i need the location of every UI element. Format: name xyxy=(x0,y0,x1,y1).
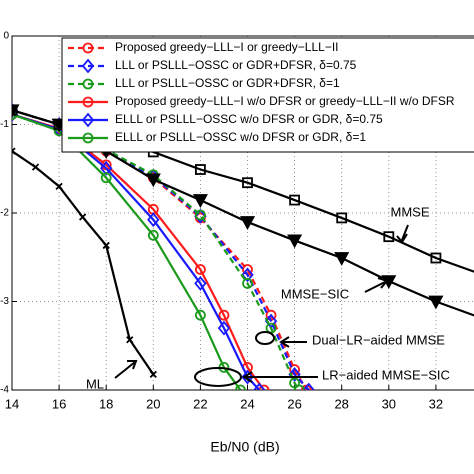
x-tick-label: 30 xyxy=(382,396,396,411)
marker xyxy=(241,369,254,385)
marker xyxy=(242,177,253,189)
marker xyxy=(334,252,350,266)
marker xyxy=(288,367,301,382)
x-tick-label: 16 xyxy=(52,396,66,411)
marker xyxy=(194,209,206,221)
marker xyxy=(194,208,207,224)
axes-frame xyxy=(11,35,474,391)
x-tick-label: 22 xyxy=(193,396,207,411)
x-tick-label: 24 xyxy=(240,396,254,411)
marker xyxy=(235,384,246,390)
marker xyxy=(12,147,16,155)
legend-label: LLL or PSLLL−OSSC or GDR+DFSR, δ=0.75 xyxy=(115,58,357,72)
series-line xyxy=(12,109,308,390)
marker xyxy=(217,320,231,336)
plot-area: 0 -1 -2 -3 -414 16 18 20 22 24 26 28 30 32 Proposed gr… xyxy=(0,31,474,411)
legend-label: LLL or PSLLL−OSSC or GDR+DFSR, δ=1 xyxy=(115,76,340,90)
y-tick-label: -3 xyxy=(0,296,9,307)
marker xyxy=(12,104,18,116)
legend-marker xyxy=(82,42,94,54)
x-tick-label: 32 xyxy=(429,396,443,411)
marker xyxy=(239,216,256,230)
marker xyxy=(289,194,301,206)
marker xyxy=(336,212,348,224)
marker xyxy=(258,384,270,390)
annotation-arrows xyxy=(114,224,409,387)
marker xyxy=(31,163,40,171)
annotation: LR−aided MMSE−SIC xyxy=(322,367,450,382)
marker xyxy=(126,336,134,344)
series-line xyxy=(12,113,242,390)
marker xyxy=(430,252,442,264)
legend: Proposed greedy−LLL−I or greedy−LLL−II LL… xyxy=(61,37,474,153)
y-tick-label: 0 xyxy=(3,31,9,42)
marker xyxy=(79,213,87,221)
marker xyxy=(145,173,161,188)
marker xyxy=(293,384,305,390)
x-tick-label: 26 xyxy=(287,396,301,411)
marker xyxy=(194,164,206,175)
marker xyxy=(253,382,266,390)
legend-marker xyxy=(82,132,94,144)
legend-marker xyxy=(82,78,94,90)
legend-label: Proposed greedy−LLL−I or greedy−LLL−II xyxy=(115,40,339,54)
legend-label: ELLL or PSLLL−OSSC w/o DFSR or GDR, δ=1 xyxy=(115,130,366,144)
legend-marker xyxy=(81,58,95,74)
annotation: MMSE xyxy=(391,204,430,219)
legend-marker xyxy=(81,112,95,128)
legend-marker xyxy=(82,96,94,108)
marker xyxy=(100,160,113,176)
marker xyxy=(241,267,254,283)
series-line xyxy=(12,109,301,390)
annotation: ML xyxy=(86,376,104,391)
marker xyxy=(147,229,159,241)
x-tick-label: 14 xyxy=(5,396,19,411)
marker xyxy=(192,194,208,208)
annotation: Dual−LR−aided MMSE xyxy=(312,332,445,347)
marker xyxy=(194,276,207,291)
x-tick-label: 20 xyxy=(146,396,160,411)
marker xyxy=(194,309,206,321)
marker xyxy=(194,264,206,275)
x-tick-label: 28 xyxy=(334,396,348,411)
legend-label: ELLL or PSLLL−OSSC w/o DFSR or GDR, δ=0.… xyxy=(115,112,383,126)
legend-label: Proposed greedy−LLL−I w/o DFSR or greedy… xyxy=(115,94,455,108)
x-tick-label: 18 xyxy=(99,396,113,411)
marker xyxy=(102,241,110,250)
series-line xyxy=(12,109,310,390)
marker xyxy=(12,104,20,119)
legend-box xyxy=(61,37,474,153)
y-tick-label: -2 xyxy=(0,208,9,219)
marker xyxy=(100,172,112,184)
marker xyxy=(287,234,303,249)
marker xyxy=(147,212,160,228)
y-tick-label: -4 xyxy=(0,385,9,396)
marker xyxy=(428,295,444,310)
marker xyxy=(302,382,315,390)
series-group xyxy=(12,102,474,390)
marker xyxy=(218,309,230,321)
marker xyxy=(242,278,253,289)
x-axis-label: Eb/N0 (dB) xyxy=(210,439,279,455)
marker xyxy=(149,370,157,379)
marker xyxy=(55,182,63,190)
y-tick-label: -1 xyxy=(0,119,9,130)
marker xyxy=(383,231,395,243)
annotation: MMSE−SIC xyxy=(281,286,349,301)
